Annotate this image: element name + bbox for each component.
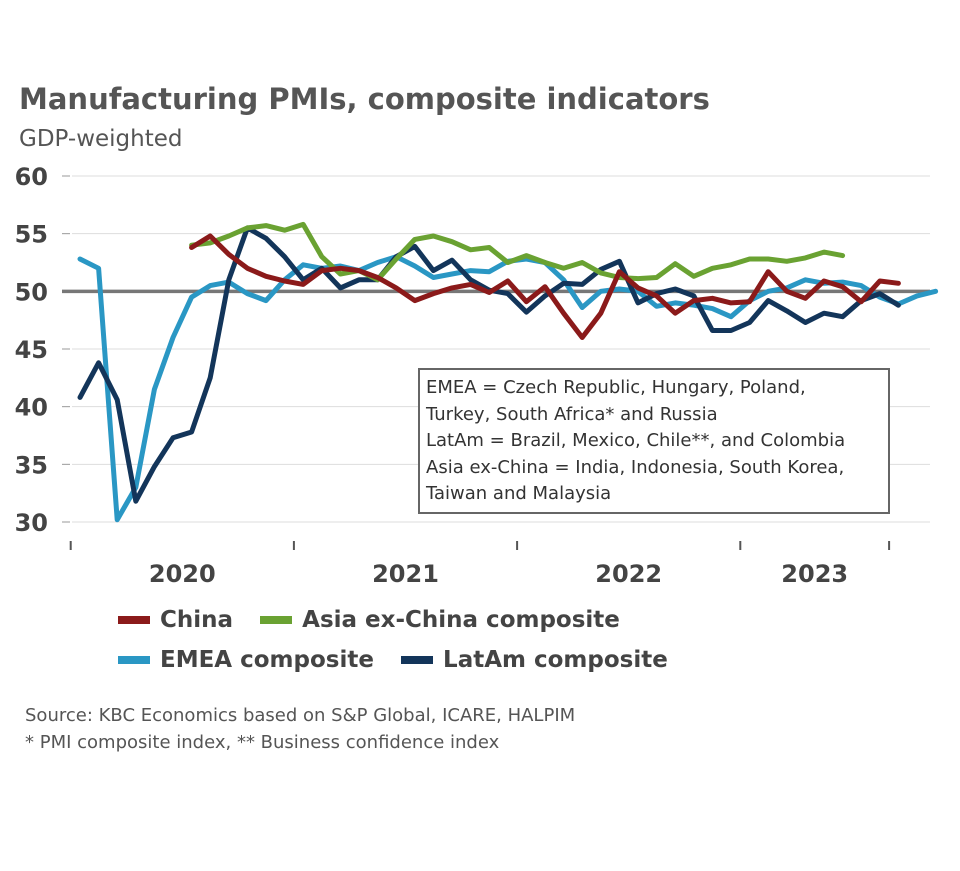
x-tick-label: 2022 <box>595 560 662 588</box>
legend-item-china: China <box>118 600 233 640</box>
legend-item-latam: LatAm composite <box>401 640 668 680</box>
series-line-china <box>189 233 901 340</box>
legend-swatch-china <box>118 616 150 624</box>
note-line: Taiwan and Malaysia <box>426 483 612 504</box>
legend-item-emea: EMEA composite <box>118 640 374 680</box>
x-tick-label: 2020 <box>149 560 216 588</box>
note-line: LatAm = Brazil, Mexico, Chile**, and Col… <box>426 430 846 451</box>
legend-label-china: China <box>160 607 234 633</box>
y-tick-label: 50 <box>15 278 48 306</box>
y-tick-label: 60 <box>15 163 48 191</box>
footnote-line: * PMI composite index, ** Business confi… <box>25 732 500 753</box>
x-axis: 2020 2021 2022 2023 <box>69 541 891 588</box>
source-line: Source: KBC Economics based on S&P Globa… <box>25 705 576 726</box>
note-line: Asia ex-China = India, Indonesia, South … <box>426 456 845 478</box>
note-line: EMEA = Czech Republic, Hungary, Poland, <box>426 377 806 398</box>
x-tick-label: 2021 <box>372 560 439 588</box>
chart-plot: 30 35 40 45 50 55 60 2020 2021 2022 2023 <box>15 163 939 588</box>
chart-subtitle: GDP-weighted <box>19 126 183 152</box>
y-tick-label: 40 <box>15 394 48 422</box>
series-line-asia <box>189 221 846 283</box>
legend-swatch-emea <box>118 656 150 664</box>
x-tick-label: 2023 <box>781 560 848 588</box>
y-tick-label: 35 <box>15 451 48 479</box>
legend: China Asia ex-China composite EMEA compo… <box>118 600 918 680</box>
y-tick-label: 30 <box>15 509 48 537</box>
chart-title: Manufacturing PMIs, composite indicators <box>19 82 710 116</box>
y-tick-label: 55 <box>15 221 48 249</box>
legend-label-asia: Asia ex-China composite <box>302 607 620 633</box>
y-tick-label: 45 <box>15 336 48 364</box>
series-lines <box>77 221 939 523</box>
note-line: Turkey, South Africa* and Russia <box>426 403 718 425</box>
source-note: Source: KBC Economics based on S&P Globa… <box>25 702 575 756</box>
legend-label-latam: LatAm composite <box>443 647 668 673</box>
y-axis: 30 35 40 45 50 55 60 <box>15 163 70 537</box>
definitions-note-box: EMEA = Czech Republic, Hungary, Poland, … <box>418 368 890 514</box>
legend-swatch-asia <box>260 616 293 624</box>
legend-item-asia: Asia ex-China composite <box>260 600 620 640</box>
legend-label-emea: EMEA composite <box>160 647 374 673</box>
legend-swatch-latam <box>401 656 434 664</box>
